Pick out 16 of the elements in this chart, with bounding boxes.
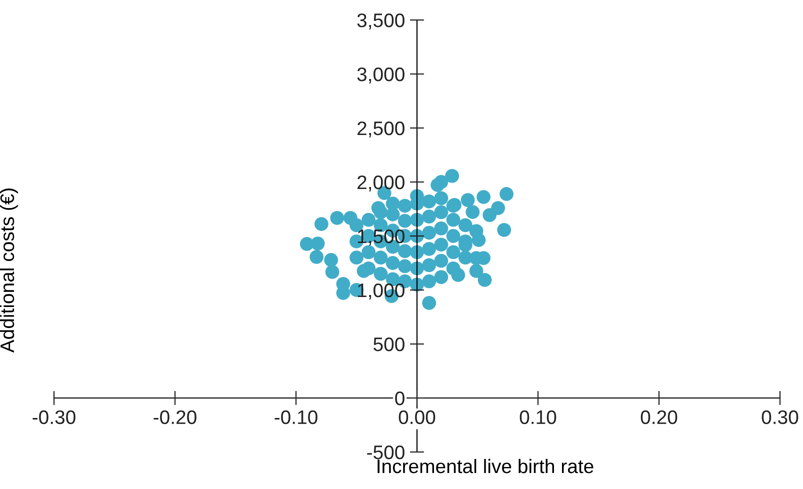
x-axis-title: Incremental live birth rate xyxy=(378,458,594,474)
x-tick-label: 0.20 xyxy=(640,410,678,424)
y-tick-label: 500 xyxy=(374,337,404,352)
x-tick-label: -0.20 xyxy=(154,410,196,424)
y-axis-title: Additional costs (€) xyxy=(0,188,18,353)
y-tick-label: 2,500 xyxy=(358,121,404,138)
x-tick-label: 0.30 xyxy=(762,410,798,424)
x-tick-label: 0.10 xyxy=(520,410,556,424)
x-tick-label: 0.00 xyxy=(398,410,436,424)
y-tick-label: 0 xyxy=(395,391,404,406)
y-tick-label: 3,500 xyxy=(357,13,404,30)
y-tick-label: -500 xyxy=(367,445,404,460)
y-tick-label: 2,000 xyxy=(358,175,404,192)
x-tick-label: -0.10 xyxy=(274,410,318,424)
y-tick-label: 3,000 xyxy=(357,67,404,84)
x-tick-label: -0.30 xyxy=(32,410,76,424)
